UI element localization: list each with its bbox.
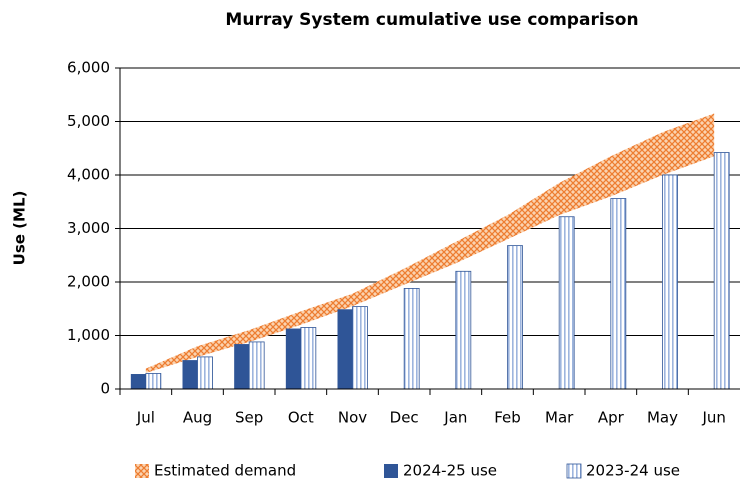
y-tick-label: 3,000 <box>67 219 110 237</box>
x-tick-label: Jan <box>443 409 467 427</box>
bar <box>507 245 523 390</box>
y-tick-label: 1,000 <box>67 326 110 344</box>
bar <box>234 344 250 389</box>
bar <box>285 328 301 389</box>
x-tick-label: Sep <box>235 409 263 427</box>
bar <box>182 360 198 389</box>
x-tick-label: May <box>647 409 678 427</box>
bar <box>352 306 368 390</box>
bar <box>300 327 317 390</box>
legend-swatch <box>135 464 149 478</box>
bar <box>145 373 162 390</box>
legend-label: Estimated demand <box>154 462 296 480</box>
bar <box>610 198 627 390</box>
x-tick-label: Aug <box>183 409 212 427</box>
y-tick-label: 2,000 <box>67 273 110 291</box>
legend-swatch <box>384 464 398 478</box>
y-tick-label: 5,000 <box>67 112 110 130</box>
chart-title: Murray System cumulative use comparison <box>225 10 638 30</box>
x-tick-label: Nov <box>338 409 367 427</box>
bar <box>662 174 678 390</box>
x-tick-label: Jun <box>701 409 725 427</box>
y-tick-label: 0 <box>100 380 110 398</box>
bar <box>130 374 146 389</box>
demand-band <box>145 113 715 373</box>
bar <box>713 152 730 390</box>
bar <box>455 270 472 390</box>
y-tick-label: 4,000 <box>67 166 110 184</box>
x-tick-label: Jul <box>136 409 155 427</box>
x-tick-label: Dec <box>390 409 419 427</box>
bar <box>558 216 575 390</box>
bar <box>248 341 265 390</box>
x-tick-label: Oct <box>288 409 314 427</box>
y-axis-label: Use (ML) <box>11 191 29 266</box>
bar <box>337 309 353 389</box>
x-tick-label: Feb <box>494 409 521 427</box>
legend-label: 2024-25 use <box>403 462 497 480</box>
y-tick-label: 6,000 <box>67 59 110 77</box>
x-tick-label: Mar <box>545 409 574 427</box>
bar <box>197 356 213 390</box>
x-tick-label: Apr <box>598 409 625 427</box>
bar <box>403 288 420 390</box>
legend-label: 2023-24 use <box>586 462 680 480</box>
legend-swatch <box>566 463 582 479</box>
